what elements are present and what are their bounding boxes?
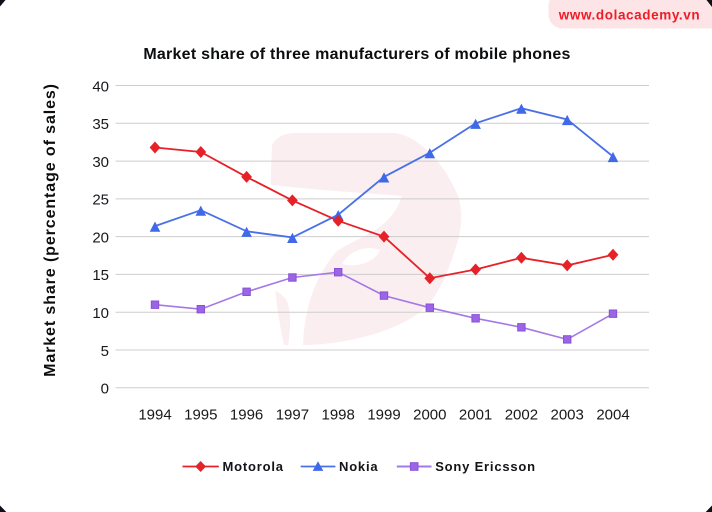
svg-text:Market share of three manufact: Market share of three manufacturers of m…: [143, 46, 570, 63]
svg-text:30: 30: [92, 154, 109, 171]
svg-text:2002: 2002: [505, 407, 538, 424]
svg-text:Sony Ericsson: Sony Ericsson: [435, 459, 536, 474]
svg-text:2003: 2003: [551, 407, 584, 424]
svg-text:25: 25: [92, 192, 109, 209]
svg-text:10: 10: [92, 305, 109, 322]
svg-text:1997: 1997: [276, 407, 309, 424]
svg-text:www.dolacademy.vn: www.dolacademy.vn: [558, 8, 701, 23]
svg-text:15: 15: [92, 267, 109, 284]
svg-text:40: 40: [92, 78, 109, 95]
svg-text:5: 5: [101, 343, 109, 360]
svg-text:2004: 2004: [596, 407, 629, 424]
svg-text:1994: 1994: [138, 407, 171, 424]
svg-text:1999: 1999: [367, 407, 400, 424]
svg-text:35: 35: [92, 116, 109, 133]
svg-text:1998: 1998: [322, 407, 355, 424]
svg-text:Market share (percentage of sa: Market share (percentage of sales): [42, 83, 59, 377]
svg-text:1996: 1996: [230, 407, 263, 424]
svg-text:20: 20: [92, 229, 109, 246]
svg-text:Nokia: Nokia: [339, 459, 378, 474]
svg-text:2000: 2000: [413, 407, 446, 424]
svg-text:1995: 1995: [184, 407, 217, 424]
svg-text:Motorola: Motorola: [223, 459, 284, 474]
svg-text:2001: 2001: [459, 407, 492, 424]
svg-text:0: 0: [101, 381, 109, 398]
